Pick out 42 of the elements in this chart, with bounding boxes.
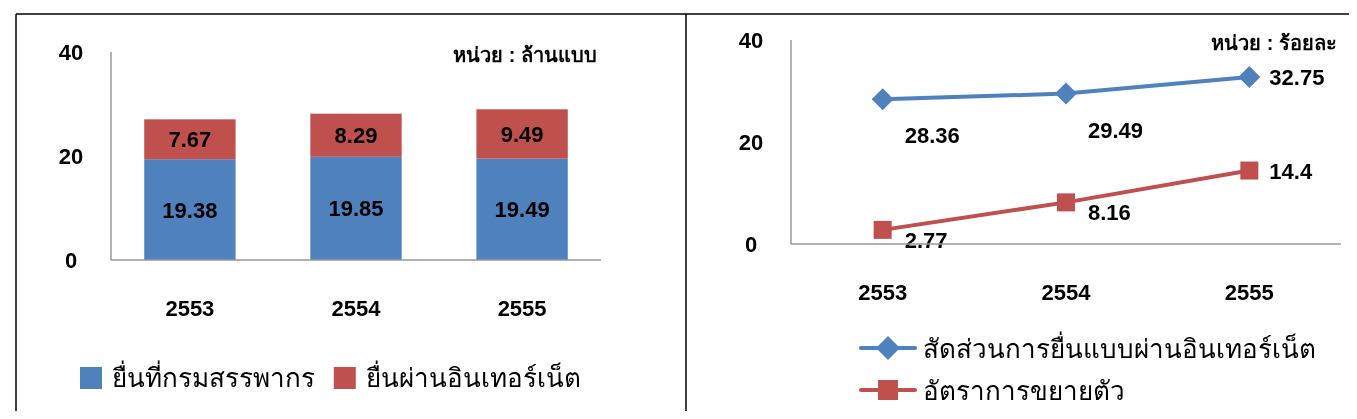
y-tick-label: 20 bbox=[738, 130, 764, 155]
point bbox=[1240, 161, 1259, 180]
point bbox=[871, 88, 894, 111]
data-label: 8.29 bbox=[334, 123, 378, 149]
data-label: 29.49 bbox=[1088, 117, 1144, 143]
data-label: 7.67 bbox=[168, 127, 212, 153]
x-tick-label: 2553 bbox=[858, 280, 908, 305]
data-label: 19.49 bbox=[494, 197, 550, 223]
legend-label: ยื่นผ่านอินเทอร์เน็ต bbox=[365, 360, 581, 393]
data-label: 8.16 bbox=[1088, 200, 1131, 226]
x-tick-label: 2555 bbox=[1224, 280, 1274, 305]
x-tick-label: 2554 bbox=[331, 296, 382, 321]
bar bbox=[476, 158, 568, 260]
y-tick-label: 40 bbox=[738, 28, 764, 53]
bar bbox=[476, 109, 568, 159]
data-label: 9.49 bbox=[500, 121, 544, 147]
x-tick-label: 2553 bbox=[165, 296, 215, 321]
point bbox=[873, 220, 892, 239]
x-tick-label: 2555 bbox=[497, 296, 547, 321]
legend-label: ยื่นที่กรมสรรพากร bbox=[112, 360, 315, 393]
legend-label: สัดส่วนการยื่นแบบผ่านอินเทอร์เน็ต bbox=[923, 331, 1316, 364]
y-tick-label: 40 bbox=[58, 40, 84, 65]
data-label: 28.36 bbox=[904, 123, 960, 149]
data-label: 19.38 bbox=[162, 197, 218, 223]
x-tick-label: 2554 bbox=[1041, 280, 1092, 305]
point bbox=[1055, 82, 1077, 105]
bar bbox=[310, 113, 402, 157]
point bbox=[1238, 65, 1261, 88]
bar bbox=[144, 159, 236, 260]
legend-label: อัตราการขยายตัว bbox=[923, 376, 1125, 406]
y-tick-label: 20 bbox=[58, 144, 84, 169]
data-label: 2.77 bbox=[904, 227, 948, 253]
data-label: 19.85 bbox=[328, 196, 384, 222]
bar bbox=[144, 119, 236, 160]
data-label: 32.75 bbox=[1269, 64, 1325, 90]
y-tick-label: 0 bbox=[64, 248, 78, 273]
point bbox=[1057, 193, 1075, 212]
annotation: หน่วย : ร้อยละ bbox=[1211, 32, 1337, 54]
data-label: 14.4 bbox=[1269, 158, 1313, 184]
y-tick-label: 0 bbox=[744, 232, 758, 257]
bar bbox=[310, 156, 402, 260]
annotation: หน่วย : ล้านแบบ bbox=[453, 44, 597, 66]
